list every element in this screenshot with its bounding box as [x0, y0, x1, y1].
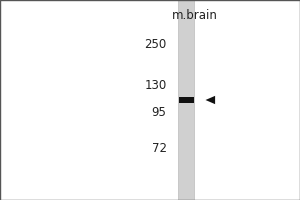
Text: m.brain: m.brain [172, 9, 218, 22]
Text: 72: 72 [152, 142, 166, 156]
Text: 130: 130 [144, 79, 166, 92]
Bar [178, 97, 194, 103]
Bar [178, 0, 194, 200]
Text: 250: 250 [144, 38, 166, 50]
Polygon shape [206, 96, 215, 104]
Text: 95: 95 [152, 106, 166, 119]
